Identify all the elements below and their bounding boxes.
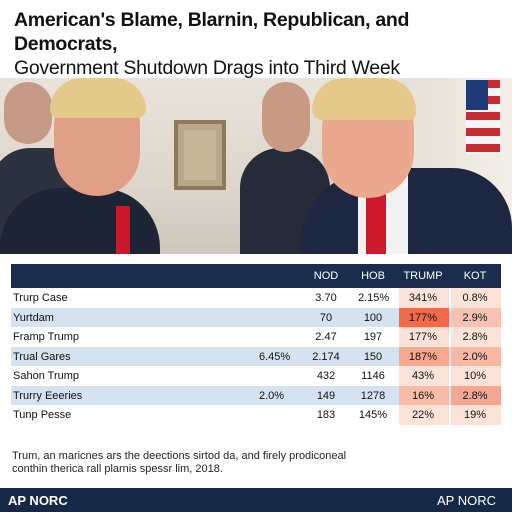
cell-hob: 1278 <box>360 389 386 402</box>
footer-bar: AP NORC AP NORC <box>0 488 512 512</box>
header-hob: HOB <box>361 270 385 282</box>
table-header: NOD HOB TRUMP KOT <box>11 264 501 288</box>
wall-painting <box>174 120 226 190</box>
trump-cell-highlight <box>399 346 449 366</box>
cell-nod: 2.47 <box>315 331 337 343</box>
row-extra: 6.45% <box>259 350 291 363</box>
row-extra: 2.0% <box>259 389 285 402</box>
cell-kot: 2.9% <box>462 311 488 324</box>
table-row: Trurry Eeeries 2.0% 149 1278 16% 2.8% <box>11 385 501 405</box>
poll-table: NOD HOB TRUMP KOT Trurp Case 3.70 2.15% 341… <box>11 264 501 425</box>
cell-nod: 3.70 <box>315 292 337 304</box>
table-row: Framp Trump 2.47 197 177% 2.8% <box>11 327 501 347</box>
header-kot: KOT <box>463 270 487 282</box>
cell-trump: 22% <box>411 409 435 421</box>
table-row: Sahon Trump 432 1146 43% 10% <box>11 366 501 386</box>
trump-cell-highlight <box>399 327 449 347</box>
row-label: Trurp Case <box>13 292 68 304</box>
cell-kot: 2.0% <box>462 350 488 363</box>
cell-kot: 10% <box>463 370 487 382</box>
cell-nod: 183 <box>316 409 336 421</box>
table-row: Yurtdam 70 100 177% 2.9% <box>11 307 501 327</box>
kot-cell-highlight <box>451 307 501 327</box>
cell-trump: 43% <box>411 370 435 382</box>
header-nod: NOD <box>313 270 339 282</box>
trump-cell-highlight <box>399 405 449 425</box>
kot-cell-highlight <box>451 405 501 425</box>
table-row: Trual Gares 6.45% 2.174 150 187% 2.0% <box>11 346 501 366</box>
american-flag-icon <box>466 80 500 154</box>
cell-nod: 432 <box>316 370 336 382</box>
cell-hob: 100 <box>363 311 383 324</box>
cell-hob: 150 <box>363 350 383 363</box>
headline-line-1: American's Blame, Blarnin, Republican, a… <box>14 9 410 55</box>
cell-trump: 16% <box>411 389 435 402</box>
row-label: Sahon Trump <box>13 370 80 382</box>
kot-cell-highlight <box>451 327 501 347</box>
cell-nod: 70 <box>319 311 333 324</box>
footnote-line-1: Trum, an maricnes ars the deections sirt… <box>12 450 347 462</box>
kot-cell-highlight <box>451 288 501 308</box>
cell-trump: 177% <box>408 331 438 343</box>
row-label: Framp Trump <box>13 331 80 343</box>
trump-cell-highlight <box>399 288 449 308</box>
cell-kot: 2.8% <box>462 331 488 343</box>
trump-cell-highlight <box>399 307 449 327</box>
cell-hob: 2.15% <box>358 292 390 304</box>
cell-nod: 149 <box>316 389 336 402</box>
footnote: Trum, an maricnes ars the deections sirt… <box>12 450 482 476</box>
footer-logo-right: AP NORC <box>437 493 496 508</box>
footnote-line-2: conthin therica rall plarnis spessr lim,… <box>12 463 223 475</box>
news-photo <box>0 78 512 254</box>
kot-cell-highlight <box>451 366 501 386</box>
table-body: Trurp Case 3.70 2.15% 341% 0.8% Yurtdam 70 100 1… <box>11 288 501 425</box>
cell-hob: 197 <box>363 331 383 343</box>
trump-cell-highlight <box>399 366 449 386</box>
header-trump: TRUMP <box>403 270 443 282</box>
cell-kot: 0.8% <box>462 292 488 304</box>
table-row: Tunp Pesse 183 145% 22% 19% <box>11 405 501 425</box>
cell-trump: 341% <box>408 292 438 304</box>
cell-kot: 2.8% <box>462 389 488 402</box>
cell-trump: 187% <box>408 350 438 363</box>
cell-kot: 19% <box>463 409 487 421</box>
row-label: Tunp Pesse <box>13 409 72 421</box>
footer-logo-left: AP NORC <box>8 493 68 508</box>
cell-hob: 1146 <box>361 370 385 382</box>
kot-cell-highlight <box>451 346 501 366</box>
cell-nod: 2.174 <box>312 350 340 363</box>
trump-cell-highlight <box>399 385 449 405</box>
headline: American's Blame, Blarnin, Republican, a… <box>14 8 504 80</box>
row-label: Trurry Eeeries <box>13 389 83 402</box>
kot-cell-highlight <box>451 385 501 405</box>
table-row: Trurp Case 3.70 2.15% 341% 0.8% <box>11 288 501 308</box>
row-label: Trual Gares <box>13 350 71 363</box>
row-label: Yurtdam <box>13 311 54 324</box>
cell-trump: 177% <box>408 311 438 324</box>
cell-hob: 145% <box>358 409 388 421</box>
headline-line-2: Government Shutdown Drags into Third Wee… <box>14 57 400 79</box>
